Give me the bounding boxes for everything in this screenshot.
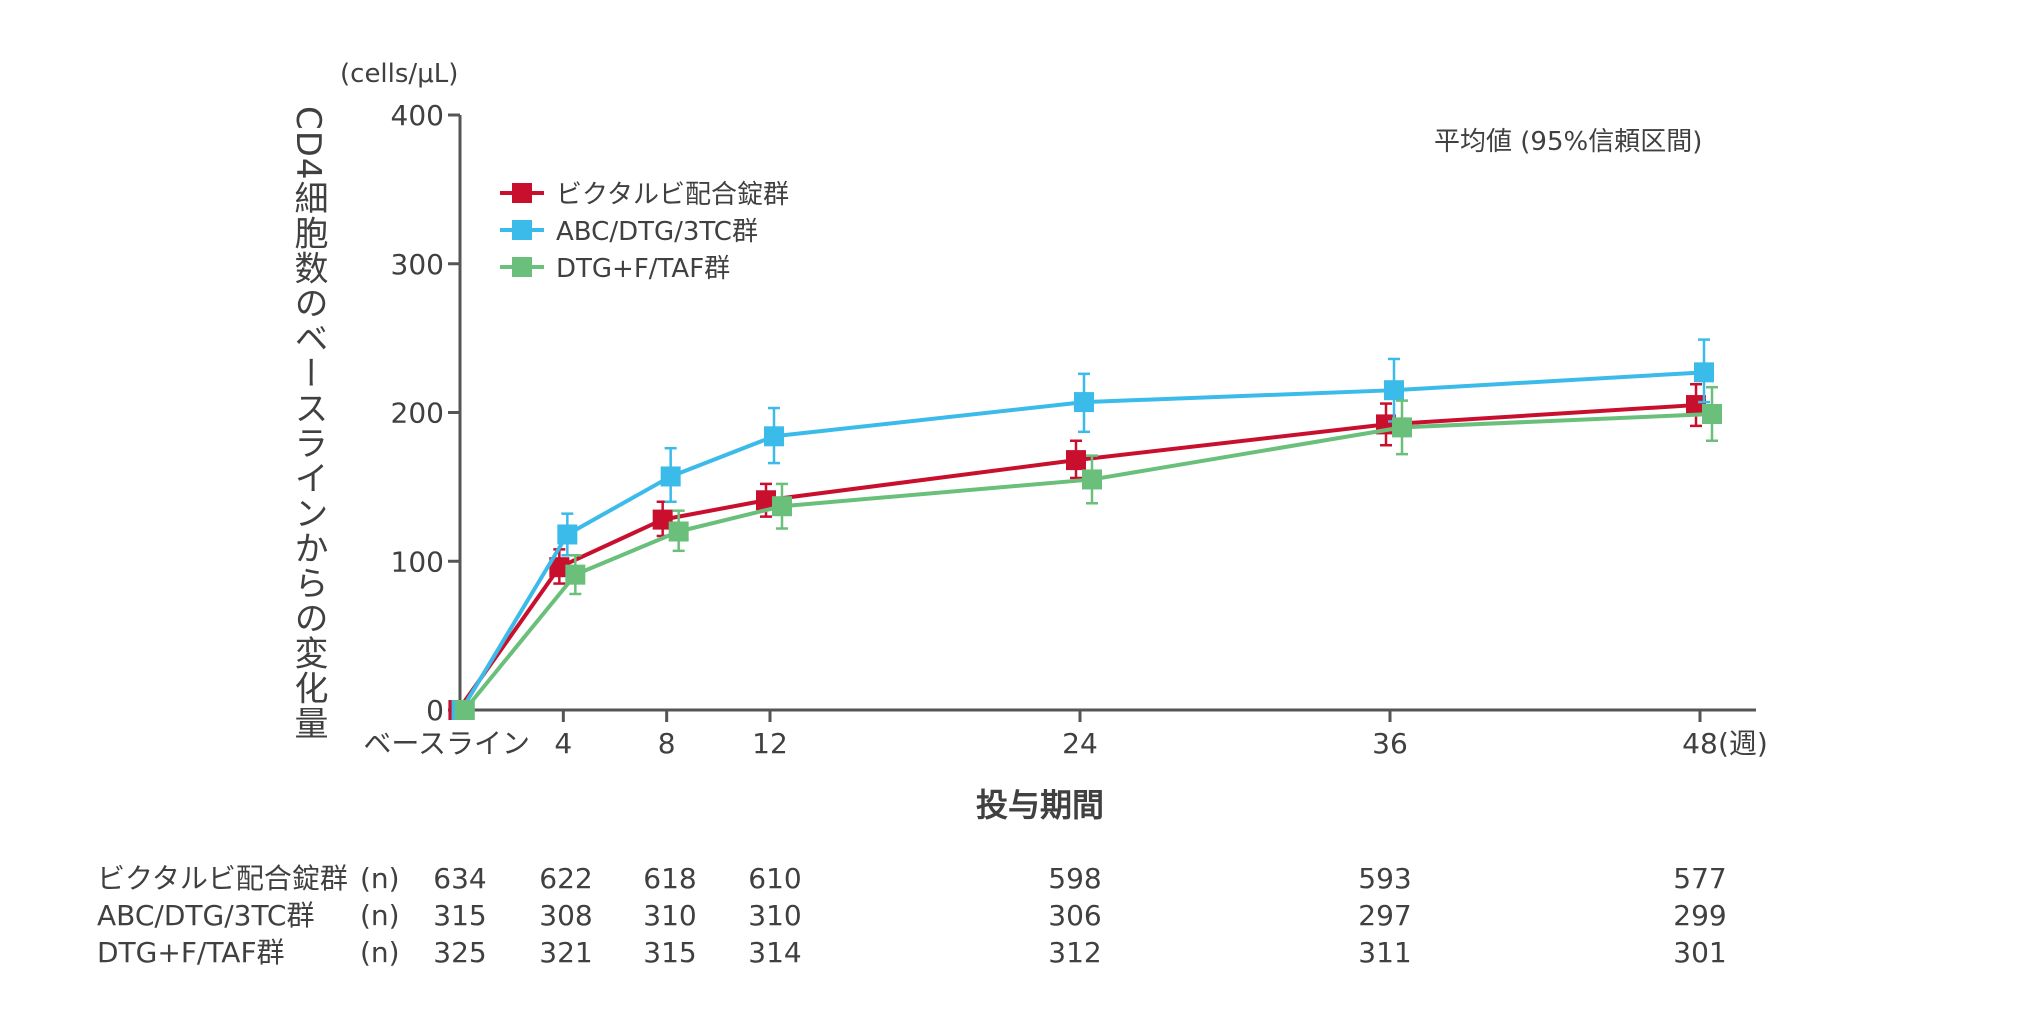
y-tick-label: 300	[391, 248, 444, 281]
legend-label: ビクタルビ配合錠群	[556, 180, 789, 210]
n-table-group-label: ABC/DTG/3TC群	[97, 899, 314, 932]
n-table-value: 321	[539, 936, 592, 969]
legend: ビクタルビ配合錠群 ABC/DTG/3TC群 DTG+F/TAF群	[500, 180, 789, 284]
n-table-value: 310	[643, 899, 696, 932]
legend-marker	[512, 257, 532, 277]
data-point	[764, 426, 784, 447]
y-tick-label: 0	[426, 694, 444, 727]
n-table-value: 310	[748, 899, 801, 932]
n-table-value: 315	[433, 899, 486, 932]
data-point	[1384, 380, 1404, 401]
n-table-value: 301	[1673, 936, 1726, 969]
ci-annotation: 平均値 (95%信頼区間)	[1434, 127, 1702, 157]
data-point	[1694, 362, 1714, 383]
series-2	[451, 338, 1714, 720]
n-table-value: 598	[1048, 862, 1101, 895]
data-point	[1082, 469, 1102, 490]
n-table-value: 311	[1358, 936, 1411, 969]
series-1	[448, 382, 1706, 720]
n-table-value: 299	[1673, 899, 1726, 932]
n-table-value: 593	[1358, 862, 1411, 895]
n-table-value: 297	[1358, 899, 1411, 932]
x-axis-title: 投与期間	[976, 786, 1104, 824]
n-table-group-label: ビクタルビ配合錠群	[97, 862, 348, 895]
data-point	[565, 564, 586, 585]
x-tick-label: ベースライン	[363, 727, 530, 760]
data-point	[549, 557, 570, 578]
n-table-value: 634	[433, 862, 486, 895]
y-tick-label: 400	[391, 99, 444, 132]
data-point	[1392, 417, 1412, 438]
n-table-n-label: (n)	[360, 899, 400, 932]
n-table-n-label: (n)	[360, 936, 400, 969]
legend-marker	[512, 220, 532, 240]
x-ticks: ベースライン 4 8 12 24 36 48	[363, 710, 1718, 760]
y-tick-label: 100	[391, 545, 444, 578]
data-point	[652, 509, 673, 530]
data-point	[660, 466, 681, 487]
x-unit-label: (週)	[1718, 727, 1768, 760]
data-point	[1686, 395, 1706, 416]
x-tick-label: 8	[658, 727, 676, 760]
data-point	[772, 496, 792, 517]
data-point	[1074, 392, 1094, 413]
n-table: ビクタルビ配合錠群 (n) 634 622 618 610 598 593 577 ABC/DTG…	[97, 862, 1727, 969]
legend-marker	[512, 183, 532, 203]
n-table-value: 610	[748, 862, 801, 895]
n-table-value: 618	[643, 862, 696, 895]
n-table-value: 312	[1048, 936, 1101, 969]
legend-label: ABC/DTG/3TC群	[556, 217, 758, 247]
data-point	[668, 521, 689, 542]
series-layer	[448, 338, 1722, 720]
y-axis-title: CD4細胞数のベースラインからの変化量	[288, 106, 328, 741]
n-table-group-label: DTG+F/TAF群	[97, 936, 285, 969]
x-tick-label: 12	[752, 727, 788, 760]
y-tick-label: 200	[391, 397, 444, 430]
n-table-value: 314	[748, 936, 801, 969]
n-table-value: 325	[433, 936, 486, 969]
data-point	[756, 490, 776, 511]
n-table-n-label: (n)	[360, 862, 400, 895]
series-3	[454, 385, 1722, 720]
y-unit-label: (cells/μL)	[340, 59, 458, 89]
x-tick-label: 48	[1682, 727, 1718, 760]
n-table-value: 315	[643, 936, 696, 969]
n-table-value: 622	[539, 862, 592, 895]
data-point	[1702, 403, 1722, 424]
legend-label: DTG+F/TAF群	[556, 254, 730, 284]
n-table-value: 306	[1048, 899, 1101, 932]
data-point	[454, 700, 475, 720]
x-tick-label: 36	[1372, 727, 1408, 760]
data-point	[1066, 450, 1086, 471]
n-table-value: 308	[539, 899, 592, 932]
y-ticks: 0 100 200 300 400	[391, 99, 460, 727]
n-table-value: 577	[1673, 862, 1726, 895]
x-tick-label: 24	[1062, 727, 1098, 760]
x-tick-label: 4	[554, 727, 572, 760]
data-point	[557, 524, 578, 545]
